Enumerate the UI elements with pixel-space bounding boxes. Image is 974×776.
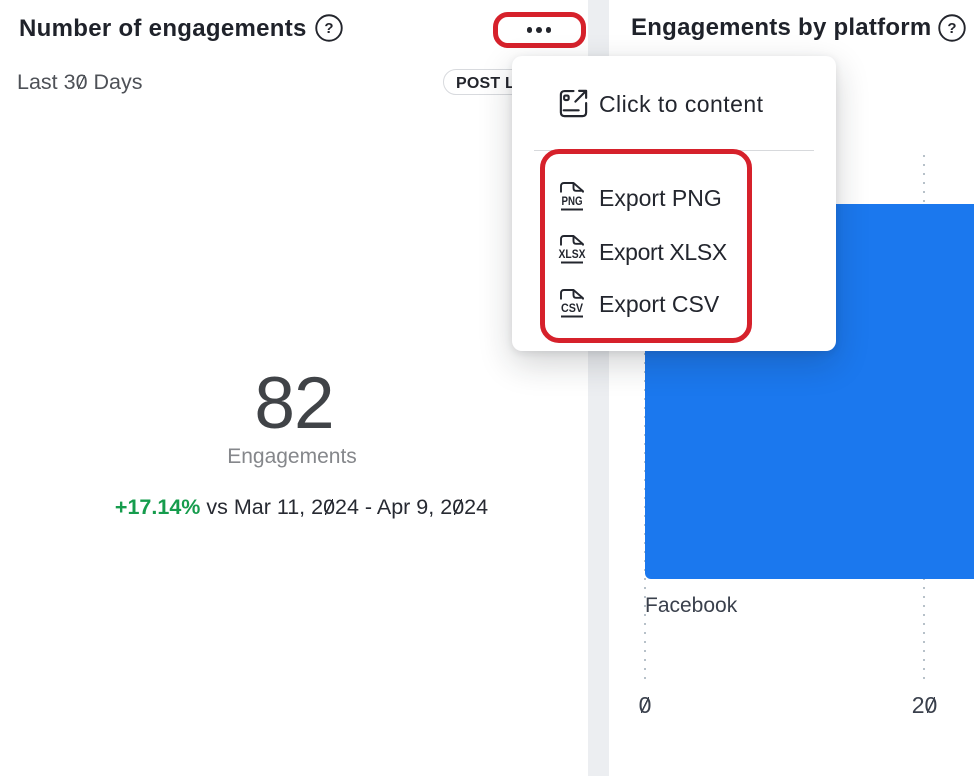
svg-text:XLSX: XLSX xyxy=(558,249,585,261)
svg-text:?: ? xyxy=(324,20,333,37)
svg-text:PNG: PNG xyxy=(562,196,583,208)
svg-text:CSV: CSV xyxy=(561,303,583,315)
svg-text:?: ? xyxy=(947,20,956,37)
